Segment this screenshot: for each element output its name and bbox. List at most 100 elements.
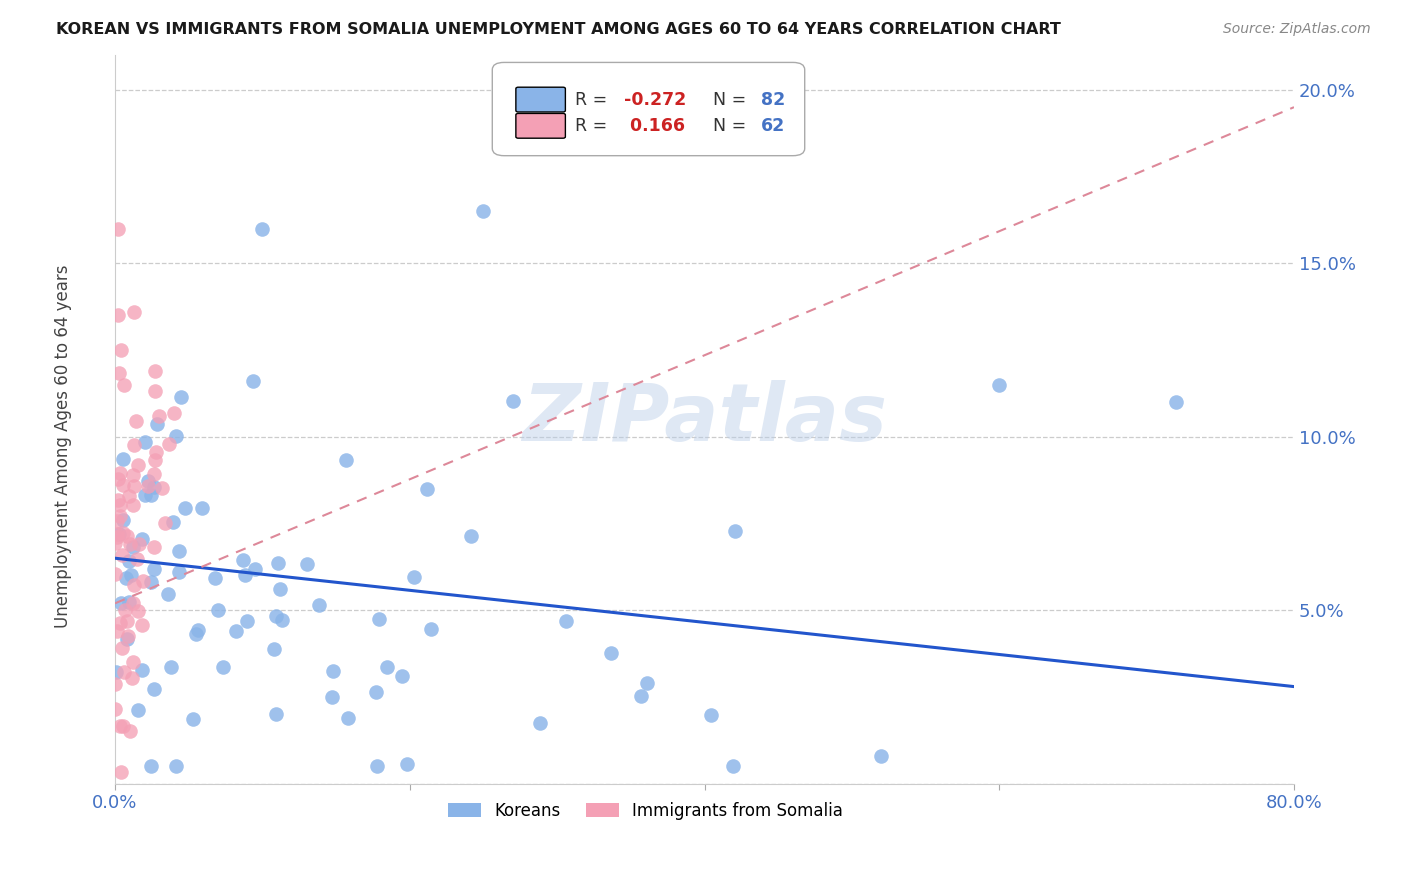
Point: [159, 437, 181, 451]
Point: [162, 515, 184, 529]
Point: [367, 612, 389, 626]
Text: 82: 82: [761, 91, 786, 109]
Text: R =: R =: [575, 117, 613, 135]
Point: [145, 445, 167, 459]
Point: [142, 467, 165, 481]
Point: [112, 665, 135, 679]
Point: [115, 614, 138, 628]
Point: [121, 655, 143, 669]
Point: [184, 626, 207, 640]
Point: [308, 598, 330, 612]
Text: -0.272: -0.272: [624, 91, 686, 109]
Point: [502, 394, 524, 409]
Point: [243, 562, 266, 576]
Point: [167, 565, 190, 579]
Point: [143, 562, 166, 576]
Point: [138, 479, 160, 493]
Point: [252, 221, 274, 235]
Point: [396, 756, 419, 771]
Point: [125, 551, 148, 566]
Point: [134, 488, 156, 502]
Point: [271, 613, 294, 627]
Point: [117, 528, 139, 542]
Text: KOREAN VS IMMIGRANTS FROM SOMALIA UNEMPLOYMENT AMONG AGES 60 TO 64 YEARS CORRELA: KOREAN VS IMMIGRANTS FROM SOMALIA UNEMPL…: [56, 22, 1062, 37]
Point: [136, 474, 159, 488]
Point: [402, 570, 425, 584]
Point: [321, 690, 343, 705]
Point: [127, 458, 149, 472]
Text: Unemployment Among Ages 60 to 64 years: Unemployment Among Ages 60 to 64 years: [55, 264, 72, 628]
Point: [366, 759, 388, 773]
Point: [127, 703, 149, 717]
Point: [108, 466, 131, 480]
Point: [146, 417, 169, 432]
Point: [191, 500, 214, 515]
Point: [110, 596, 132, 610]
Point: [700, 707, 723, 722]
Point: [111, 640, 134, 655]
Point: [121, 467, 143, 482]
Point: [131, 618, 153, 632]
Point: [122, 305, 145, 319]
Point: [112, 513, 135, 527]
Point: [108, 498, 131, 512]
Point: [211, 659, 233, 673]
Point: [167, 544, 190, 558]
Point: [163, 406, 186, 420]
Point: [131, 532, 153, 546]
Text: 0.166: 0.166: [624, 117, 685, 135]
Point: [322, 664, 344, 678]
Point: [153, 516, 176, 530]
Point: [165, 759, 187, 773]
Point: [110, 343, 132, 357]
Point: [204, 571, 226, 585]
Point: [117, 595, 139, 609]
FancyBboxPatch shape: [516, 87, 565, 112]
Point: [105, 526, 128, 541]
Point: [165, 429, 187, 443]
Point: [107, 471, 129, 485]
Point: [295, 557, 318, 571]
Point: [460, 528, 482, 542]
Point: [375, 659, 398, 673]
Point: [143, 384, 166, 399]
Point: [110, 765, 132, 780]
Text: 62: 62: [761, 117, 786, 135]
Point: [139, 488, 162, 502]
Point: [472, 204, 495, 219]
Point: [118, 489, 141, 503]
Text: N =: N =: [702, 117, 752, 135]
Point: [148, 409, 170, 423]
Point: [105, 530, 128, 544]
Point: [139, 759, 162, 773]
Point: [110, 615, 132, 630]
Point: [150, 481, 173, 495]
Point: [242, 374, 264, 388]
Point: [134, 435, 156, 450]
Point: [156, 587, 179, 601]
Text: Source: ZipAtlas.com: Source: ZipAtlas.com: [1223, 22, 1371, 37]
Point: [104, 566, 127, 581]
Point: [264, 609, 287, 624]
Point: [114, 570, 136, 584]
Point: [112, 477, 135, 491]
Point: [108, 367, 131, 381]
Point: [143, 540, 166, 554]
Point: [125, 414, 148, 428]
Point: [128, 537, 150, 551]
Point: [104, 535, 127, 549]
Point: [131, 663, 153, 677]
Point: [266, 707, 288, 722]
Point: [870, 749, 893, 764]
FancyBboxPatch shape: [492, 62, 804, 156]
Point: [235, 615, 257, 629]
Point: [115, 632, 138, 646]
Point: [122, 578, 145, 592]
Point: [112, 452, 135, 467]
Point: [118, 723, 141, 738]
Point: [364, 685, 387, 699]
Point: [233, 568, 256, 582]
Point: [118, 554, 141, 568]
Point: [111, 548, 134, 562]
Point: [988, 377, 1011, 392]
